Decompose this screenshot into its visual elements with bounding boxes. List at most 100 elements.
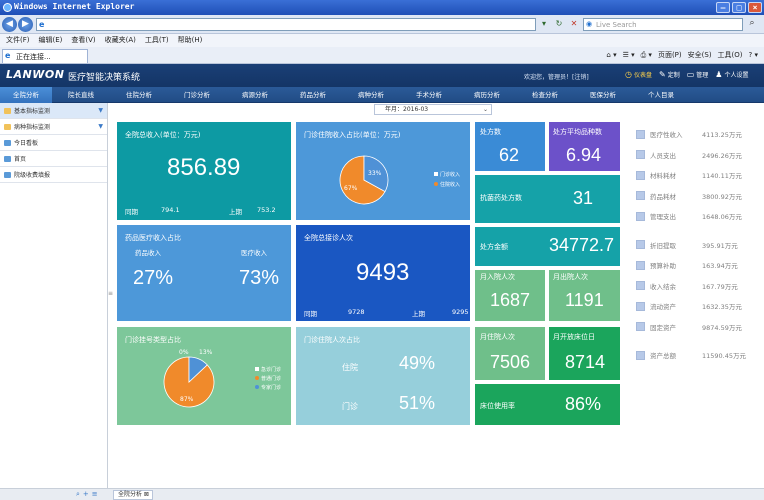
tile-inpatients[interactable]: 月住院人次 7506 [475,327,545,380]
kpi-label: 人员支出 [650,151,676,160]
list-item[interactable]: 材料耗材 1140.11万元 [636,165,756,186]
browser-tab[interactable]: e 正在连接... [2,49,88,63]
maximize-button[interactable]: □ [732,2,746,13]
help-icon[interactable]: ? ▾ [748,51,758,59]
list-item[interactable]: 固定资产 9874.59万元 [636,317,756,338]
welcome-text[interactable]: 欢迎您，管理员！[注销] [524,74,589,81]
nav-item-hospital[interactable]: 全院分析 [0,87,52,103]
close-button[interactable]: × [748,2,762,13]
settings-button[interactable]: ♟ 个人设置 [715,70,748,79]
nav-item-outpatient[interactable]: 门诊分析 [184,91,210,99]
safety-menu[interactable]: 安全(S) [687,51,712,59]
sidebar-item-home[interactable]: 首页 [0,151,107,167]
tile-rx-amount[interactable]: 处方金额 34772.7 [475,227,620,266]
dropdown-icon[interactable]: ▾ [541,19,546,28]
kpi-label: 资产总额 [650,352,676,361]
date-select[interactable]: 年月：2016-03 ⌄ [374,104,492,115]
tile-registration-type[interactable]: 门诊挂号类型占比 0% 13% 87% 急诊门诊 普通门诊 专家门诊 [117,327,291,425]
nav-item-records[interactable]: 病历分析 [474,91,500,99]
menu-item-edit[interactable]: 编辑(E) [38,36,63,44]
tile-title: 月住院人次 [480,333,515,341]
nav-item-director[interactable]: 院长直线 [68,91,94,99]
revenue-share-pie: 33% 67% 门诊收入 住院收入 [339,155,460,205]
page-menu[interactable]: 页面(P) [657,51,682,59]
sidebar-item-fee-report[interactable]: 院级收费填报 [0,167,107,183]
list-item[interactable]: 流动资产 1632.35万元 [636,296,756,317]
bottom-tab-label: 全院分析 [118,491,143,498]
tools-menu[interactable]: 工具(O) [717,51,743,59]
tile-rx-count[interactable]: 处方数 62 [475,122,545,171]
feeds-icon[interactable]: ☰ ▾ [622,51,635,59]
tile-bed-usage[interactable]: 床位使用率 86% [475,384,620,425]
prev-value: 794.1 [161,206,180,214]
kpi-label: 药品耗材 [650,192,676,201]
home-icon[interactable]: ⌂ ▾ [606,51,617,59]
nav-item-disease[interactable]: 病种分析 [358,91,384,99]
stop-icon[interactable]: ✕ [570,19,578,28]
bottom-icons: ⌕ + ≡ [76,490,98,499]
window-title: Windows Internet Explorer [14,2,135,11]
list-item[interactable]: 折旧提取 395.91万元 [636,235,756,256]
nav-item-source[interactable]: 病源分析 [242,91,268,99]
tile-total-visits[interactable]: 全院总接诊人次 9493 同期 9728 上期 9295 [296,225,470,321]
sidebar-item-basic-monitor[interactable]: 基本指标监测 ▼ [0,103,107,119]
menu-item-file[interactable]: 文件(F) [6,36,30,44]
tile-admissions[interactable]: 月入院人次 1687 [475,270,545,321]
customize-button[interactable]: ✎ 定制 [659,70,680,79]
last-label: 上期 [412,310,425,318]
tile-discharges[interactable]: 月出院人次 1191 [549,270,620,321]
minimize-button[interactable]: – [716,2,730,13]
list-item[interactable]: 医疗性收入 4113.25万元 [636,124,756,145]
list-item[interactable]: 收入结余 167.79万元 [636,276,756,297]
tile-revenue-share[interactable]: 门诊住院收入占比(单位：万元) 33% 67% 门诊收入 住院收入 [296,122,470,220]
tile-total-revenue[interactable]: 全院总收入(单位：万元) 856.89 同期 794.1 上期 753.2 [117,122,291,220]
kpi-label: 材料耗材 [650,172,676,181]
list-item[interactable]: 管理支出 1648.06万元 [636,206,756,227]
nav-item-exam[interactable]: 检查分析 [532,91,558,99]
back-button[interactable]: ◀ [2,17,17,32]
manage-button[interactable]: ▭ 管理 [687,70,709,79]
tile-title: 床位使用率 [480,402,515,410]
tile-title: 处方金额 [480,243,508,251]
refresh-icon[interactable]: ↻ [555,19,563,28]
menu-item-favorites[interactable]: 收藏夹(A) [104,36,136,44]
dashboard-button[interactable]: ◷ 仪表盘 [625,70,652,79]
menu-item-help[interactable]: 帮助(H) [177,36,203,44]
tile-drug-ratio[interactable]: 药品医疗收入占比 药品收入 医疗收入 27% 73% [117,225,291,321]
outpatient-label: 门诊 [342,402,358,411]
list-item[interactable]: 预算补助 163.94万元 [636,255,756,276]
tile-visit-ratio[interactable]: 门诊住院人次占比 住院 49% 门诊 51% [296,327,470,425]
tab-hospital-analysis[interactable]: 全院分析 ⊠ [113,490,153,500]
search-input[interactable]: ◉ Live Search [583,18,743,31]
search-icon[interactable]: ⌕ [76,490,80,498]
nav-item-surgery[interactable]: 手术分析 [416,91,442,99]
sidebar-item-today-board[interactable]: 今日看板 [0,135,107,151]
menu-item-tools[interactable]: 工具(T) [144,36,169,44]
inpatient-label: 住院 [342,363,358,372]
kpi-value: 3800.92万元 [702,192,742,201]
sidebar-item-disease-monitor[interactable]: 病种指标监测 ▼ [0,119,107,135]
address-input[interactable]: e [36,18,536,31]
nav-item-insurance[interactable]: 医保分析 [590,91,616,99]
tile-rx-avg[interactable]: 处方平均品种数 6.94 [549,122,620,171]
search-icon[interactable]: ⌕ [749,18,755,28]
menu-item-view[interactable]: 查看(V) [71,36,96,44]
nav-item-drug[interactable]: 药品分析 [300,91,326,99]
list-item[interactable]: 资产总额 11590.45万元 [636,345,756,366]
admissions-value: 1687 [490,290,531,310]
print-icon[interactable]: ⎙ ▾ [640,51,652,59]
list-icon[interactable]: ≡ [91,490,98,498]
tile-antibiotic[interactable]: 抗菌药处方数 31 [475,175,620,223]
forward-button[interactable]: ▶ [18,17,33,32]
list-item[interactable]: 人员支出 2496.26万元 [636,145,756,166]
add-icon[interactable]: + [82,490,89,498]
revenue-value: 856.89 [167,154,241,181]
nav-item-inpatient[interactable]: 住院分析 [126,91,152,99]
tile-bed-days[interactable]: 月开放床位日 8714 [549,327,620,380]
tile-title: 全院总接诊人次 [304,234,353,242]
legend-expert: 专家门诊 [261,384,281,391]
list-item[interactable]: 药品耗材 3800.92万元 [636,186,756,207]
monitor-icon: ▭ [686,70,695,79]
sidebar-splitter[interactable]: ≡ [108,290,114,297]
nav-item-personal[interactable]: 个人目录 [648,91,674,99]
